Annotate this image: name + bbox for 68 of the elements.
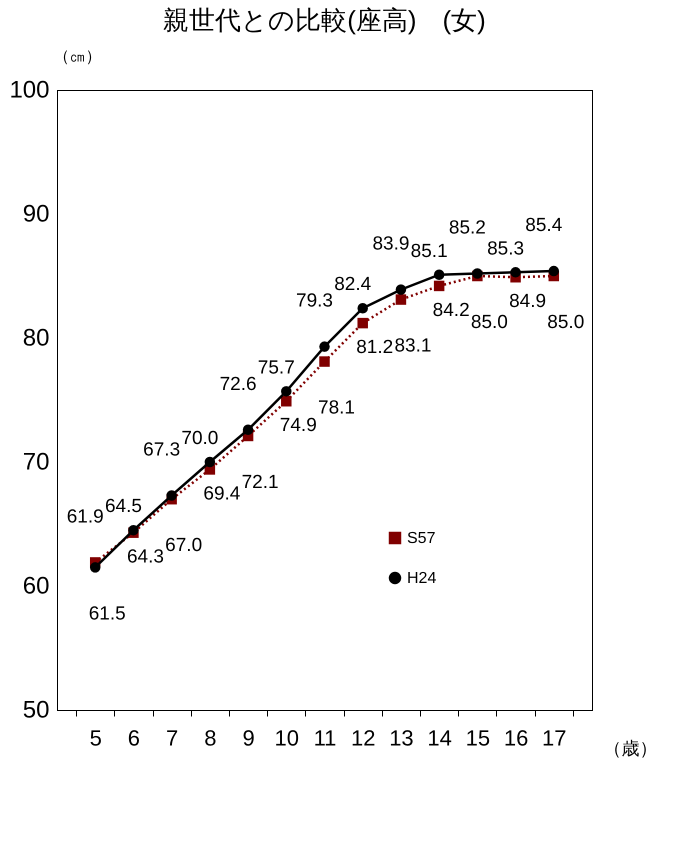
data-label: 72.1 (242, 472, 279, 493)
point (434, 280, 444, 292)
x-tick-label: 13 (389, 726, 414, 750)
data-label: 72.6 (220, 374, 257, 395)
data-label: 64.3 (126, 546, 164, 568)
data-label: 83.1 (394, 336, 432, 357)
point (281, 386, 292, 397)
y-tick-label: 90 (22, 200, 50, 228)
y-tick-label: 100 (9, 76, 50, 104)
data-label: 78.1 (318, 398, 355, 419)
data-label: 81.2 (356, 337, 394, 358)
point (128, 524, 139, 536)
legend-label: S57 (407, 530, 436, 547)
x-tick-label: 15 (466, 726, 490, 750)
legend-label: H24 (407, 570, 436, 587)
data-label: 85.2 (448, 218, 486, 239)
data-label: 69.4 (203, 483, 241, 504)
x-tick-label: 16 (504, 726, 528, 750)
x-tick-label: 8 (204, 726, 216, 750)
x-tick-label: 11 (314, 726, 336, 750)
point (396, 284, 406, 295)
x-tick-label: 17 (542, 726, 567, 750)
y-tick-label: 70 (22, 448, 50, 476)
y-tick-label: 50 (22, 696, 50, 724)
data-label: 85.4 (525, 215, 563, 236)
y-tick-label: 80 (22, 324, 50, 352)
data-label: 82.4 (334, 274, 372, 296)
point (510, 267, 521, 278)
point (90, 562, 100, 573)
y-axis-title: （㎝） (54, 48, 102, 66)
point (434, 270, 444, 280)
y-tick-label: 60 (22, 572, 50, 600)
data-label: 85.0 (547, 312, 584, 333)
data-label: 85.1 (410, 240, 448, 262)
x-tick-label: 14 (427, 726, 452, 750)
data-label: 61.5 (88, 603, 126, 624)
x-tick-label: 5 (90, 726, 102, 750)
x-tick-label: 6 (128, 726, 140, 750)
x-tick-label: 7 (166, 726, 178, 750)
data-label: 84.9 (509, 291, 546, 312)
point (281, 396, 292, 406)
point (472, 268, 483, 279)
data-label: 83.9 (372, 234, 410, 255)
data-label: 79.3 (296, 290, 333, 312)
data-label: 64.5 (104, 496, 142, 518)
x-tick-label: 10 (274, 726, 300, 750)
point (396, 294, 406, 305)
data-label: 67.3 (143, 439, 180, 460)
point (357, 303, 368, 314)
x-tick-label: 9 (242, 726, 255, 750)
data-label: 85.3 (487, 238, 524, 260)
x-tick-label: 12 (350, 726, 376, 750)
x-axis-title: （歳） (604, 738, 658, 758)
data-label: 75.7 (258, 357, 295, 378)
data-label: 61.9 (66, 506, 104, 528)
data-label: 85.0 (470, 312, 508, 333)
chart-title: 親世代との比較(座高) (女) (163, 5, 486, 35)
data-label: 74.9 (280, 415, 317, 436)
point (548, 266, 560, 276)
point (166, 490, 177, 501)
point (357, 318, 368, 328)
point (204, 456, 216, 468)
data-label: 84.2 (432, 300, 470, 321)
point (319, 341, 330, 352)
point (319, 356, 330, 367)
data-label: 67.0 (165, 535, 202, 556)
point (242, 424, 254, 435)
data-label: 70.0 (181, 428, 218, 449)
